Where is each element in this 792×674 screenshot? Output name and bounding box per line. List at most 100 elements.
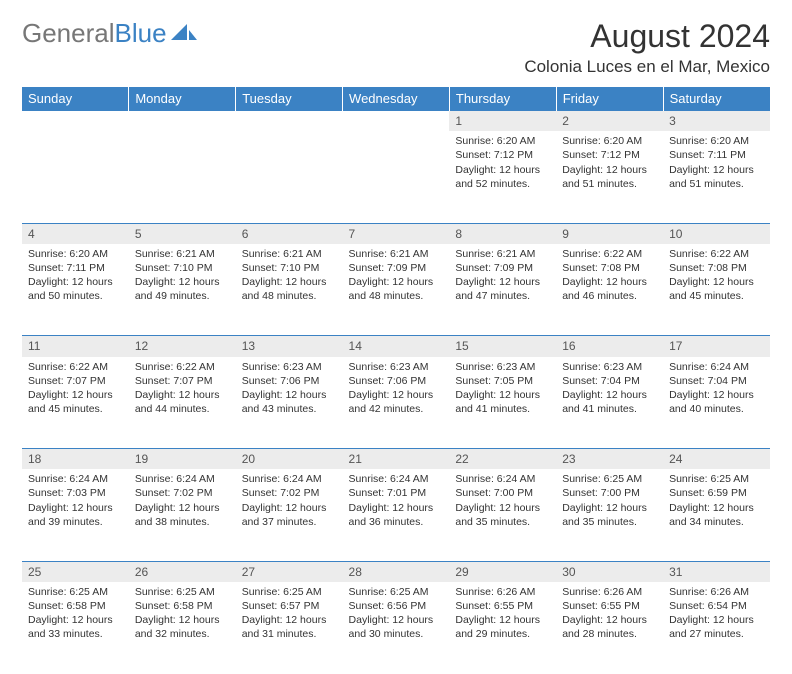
sunrise-text: Sunrise: 6:25 AM (135, 585, 230, 599)
day-body-cell: Sunrise: 6:20 AMSunset: 7:11 PMDaylight:… (663, 131, 770, 223)
sunset-text: Sunset: 7:08 PM (669, 261, 764, 275)
daylight-text: Daylight: 12 hours and 51 minutes. (562, 163, 657, 191)
day-body-cell: Sunrise: 6:24 AMSunset: 7:00 PMDaylight:… (449, 469, 556, 561)
day-body-cell: Sunrise: 6:23 AMSunset: 7:04 PMDaylight:… (556, 357, 663, 449)
sunrise-text: Sunrise: 6:21 AM (242, 247, 337, 261)
daylight-text: Daylight: 12 hours and 44 minutes. (135, 388, 230, 416)
calendar-table: SundayMondayTuesdayWednesdayThursdayFrid… (22, 87, 770, 674)
sunrise-text: Sunrise: 6:20 AM (28, 247, 123, 261)
month-title: August 2024 (524, 18, 770, 55)
sunrise-text: Sunrise: 6:26 AM (669, 585, 764, 599)
daylight-text: Daylight: 12 hours and 32 minutes. (135, 613, 230, 641)
sunset-text: Sunset: 7:05 PM (455, 374, 550, 388)
day-header: Sunday (22, 87, 129, 111)
day-body-cell: Sunrise: 6:25 AMSunset: 6:56 PMDaylight:… (343, 582, 450, 674)
day-number-cell: 7 (343, 223, 450, 244)
daylight-text: Daylight: 12 hours and 51 minutes. (669, 163, 764, 191)
sunset-text: Sunset: 7:08 PM (562, 261, 657, 275)
day-number-cell: 15 (449, 336, 556, 357)
daylight-text: Daylight: 12 hours and 33 minutes. (28, 613, 123, 641)
day-body-cell: Sunrise: 6:23 AMSunset: 7:05 PMDaylight:… (449, 357, 556, 449)
day-body-cell: Sunrise: 6:25 AMSunset: 6:59 PMDaylight:… (663, 469, 770, 561)
day-body-cell: Sunrise: 6:25 AMSunset: 6:58 PMDaylight:… (129, 582, 236, 674)
sunrise-text: Sunrise: 6:25 AM (562, 472, 657, 486)
sunset-text: Sunset: 7:04 PM (562, 374, 657, 388)
sunset-text: Sunset: 7:04 PM (669, 374, 764, 388)
daylight-text: Daylight: 12 hours and 52 minutes. (455, 163, 550, 191)
daylight-text: Daylight: 12 hours and 48 minutes. (349, 275, 444, 303)
sunrise-text: Sunrise: 6:23 AM (455, 360, 550, 374)
sunrise-text: Sunrise: 6:21 AM (455, 247, 550, 261)
day-body-cell: Sunrise: 6:20 AMSunset: 7:11 PMDaylight:… (22, 244, 129, 336)
day-number-cell: 1 (449, 111, 556, 132)
day-number-cell: 17 (663, 336, 770, 357)
sunrise-text: Sunrise: 6:21 AM (135, 247, 230, 261)
day-number-cell: 3 (663, 111, 770, 132)
daylight-text: Daylight: 12 hours and 40 minutes. (669, 388, 764, 416)
sunset-text: Sunset: 7:01 PM (349, 486, 444, 500)
day-body-cell: Sunrise: 6:21 AMSunset: 7:10 PMDaylight:… (129, 244, 236, 336)
day-body-cell: Sunrise: 6:22 AMSunset: 7:07 PMDaylight:… (129, 357, 236, 449)
daylight-text: Daylight: 12 hours and 37 minutes. (242, 501, 337, 529)
day-body-cell: Sunrise: 6:25 AMSunset: 6:58 PMDaylight:… (22, 582, 129, 674)
sunset-text: Sunset: 7:10 PM (135, 261, 230, 275)
sunset-text: Sunset: 6:58 PM (28, 599, 123, 613)
day-number-cell (129, 111, 236, 132)
day-number-cell: 27 (236, 561, 343, 582)
day-number-cell: 29 (449, 561, 556, 582)
sunrise-text: Sunrise: 6:24 AM (242, 472, 337, 486)
day-body-cell: Sunrise: 6:23 AMSunset: 7:06 PMDaylight:… (236, 357, 343, 449)
daylight-text: Daylight: 12 hours and 45 minutes. (28, 388, 123, 416)
logo-sail-icon (171, 18, 197, 49)
sunrise-text: Sunrise: 6:22 AM (28, 360, 123, 374)
sunset-text: Sunset: 6:58 PM (135, 599, 230, 613)
daylight-text: Daylight: 12 hours and 28 minutes. (562, 613, 657, 641)
day-number-cell: 12 (129, 336, 236, 357)
sunrise-text: Sunrise: 6:22 AM (562, 247, 657, 261)
day-body-cell: Sunrise: 6:21 AMSunset: 7:09 PMDaylight:… (343, 244, 450, 336)
day-number-cell (343, 111, 450, 132)
day-header-row: SundayMondayTuesdayWednesdayThursdayFrid… (22, 87, 770, 111)
day-number-cell: 21 (343, 449, 450, 470)
day-body-cell: Sunrise: 6:21 AMSunset: 7:10 PMDaylight:… (236, 244, 343, 336)
sunset-text: Sunset: 7:07 PM (135, 374, 230, 388)
day-number-cell: 24 (663, 449, 770, 470)
sunset-text: Sunset: 7:06 PM (349, 374, 444, 388)
sunrise-text: Sunrise: 6:20 AM (669, 134, 764, 148)
daylight-text: Daylight: 12 hours and 41 minutes. (562, 388, 657, 416)
day-header: Wednesday (343, 87, 450, 111)
day-body-cell: Sunrise: 6:25 AMSunset: 7:00 PMDaylight:… (556, 469, 663, 561)
sunrise-text: Sunrise: 6:25 AM (349, 585, 444, 599)
sunset-text: Sunset: 6:57 PM (242, 599, 337, 613)
daylight-text: Daylight: 12 hours and 29 minutes. (455, 613, 550, 641)
day-body-row: Sunrise: 6:20 AMSunset: 7:11 PMDaylight:… (22, 244, 770, 336)
sunset-text: Sunset: 7:02 PM (135, 486, 230, 500)
day-number-cell: 8 (449, 223, 556, 244)
day-number-cell: 18 (22, 449, 129, 470)
day-number-row: 45678910 (22, 223, 770, 244)
daylight-text: Daylight: 12 hours and 49 minutes. (135, 275, 230, 303)
sunrise-text: Sunrise: 6:24 AM (28, 472, 123, 486)
day-body-cell: Sunrise: 6:20 AMSunset: 7:12 PMDaylight:… (556, 131, 663, 223)
day-body-cell: Sunrise: 6:26 AMSunset: 6:54 PMDaylight:… (663, 582, 770, 674)
sunset-text: Sunset: 7:07 PM (28, 374, 123, 388)
day-number-row: 25262728293031 (22, 561, 770, 582)
sunset-text: Sunset: 6:56 PM (349, 599, 444, 613)
day-body-cell: Sunrise: 6:22 AMSunset: 7:08 PMDaylight:… (556, 244, 663, 336)
sunrise-text: Sunrise: 6:25 AM (669, 472, 764, 486)
day-number-cell (22, 111, 129, 132)
sunset-text: Sunset: 6:55 PM (455, 599, 550, 613)
sunrise-text: Sunrise: 6:24 AM (455, 472, 550, 486)
day-header: Saturday (663, 87, 770, 111)
sunset-text: Sunset: 7:09 PM (349, 261, 444, 275)
day-header: Monday (129, 87, 236, 111)
sunset-text: Sunset: 6:54 PM (669, 599, 764, 613)
day-number-cell: 19 (129, 449, 236, 470)
sunrise-text: Sunrise: 6:23 AM (562, 360, 657, 374)
title-block: August 2024 Colonia Luces en el Mar, Mex… (524, 18, 770, 77)
day-body-cell: Sunrise: 6:25 AMSunset: 6:57 PMDaylight:… (236, 582, 343, 674)
day-number-cell (236, 111, 343, 132)
daylight-text: Daylight: 12 hours and 42 minutes. (349, 388, 444, 416)
sunset-text: Sunset: 7:11 PM (669, 148, 764, 162)
sunset-text: Sunset: 6:55 PM (562, 599, 657, 613)
